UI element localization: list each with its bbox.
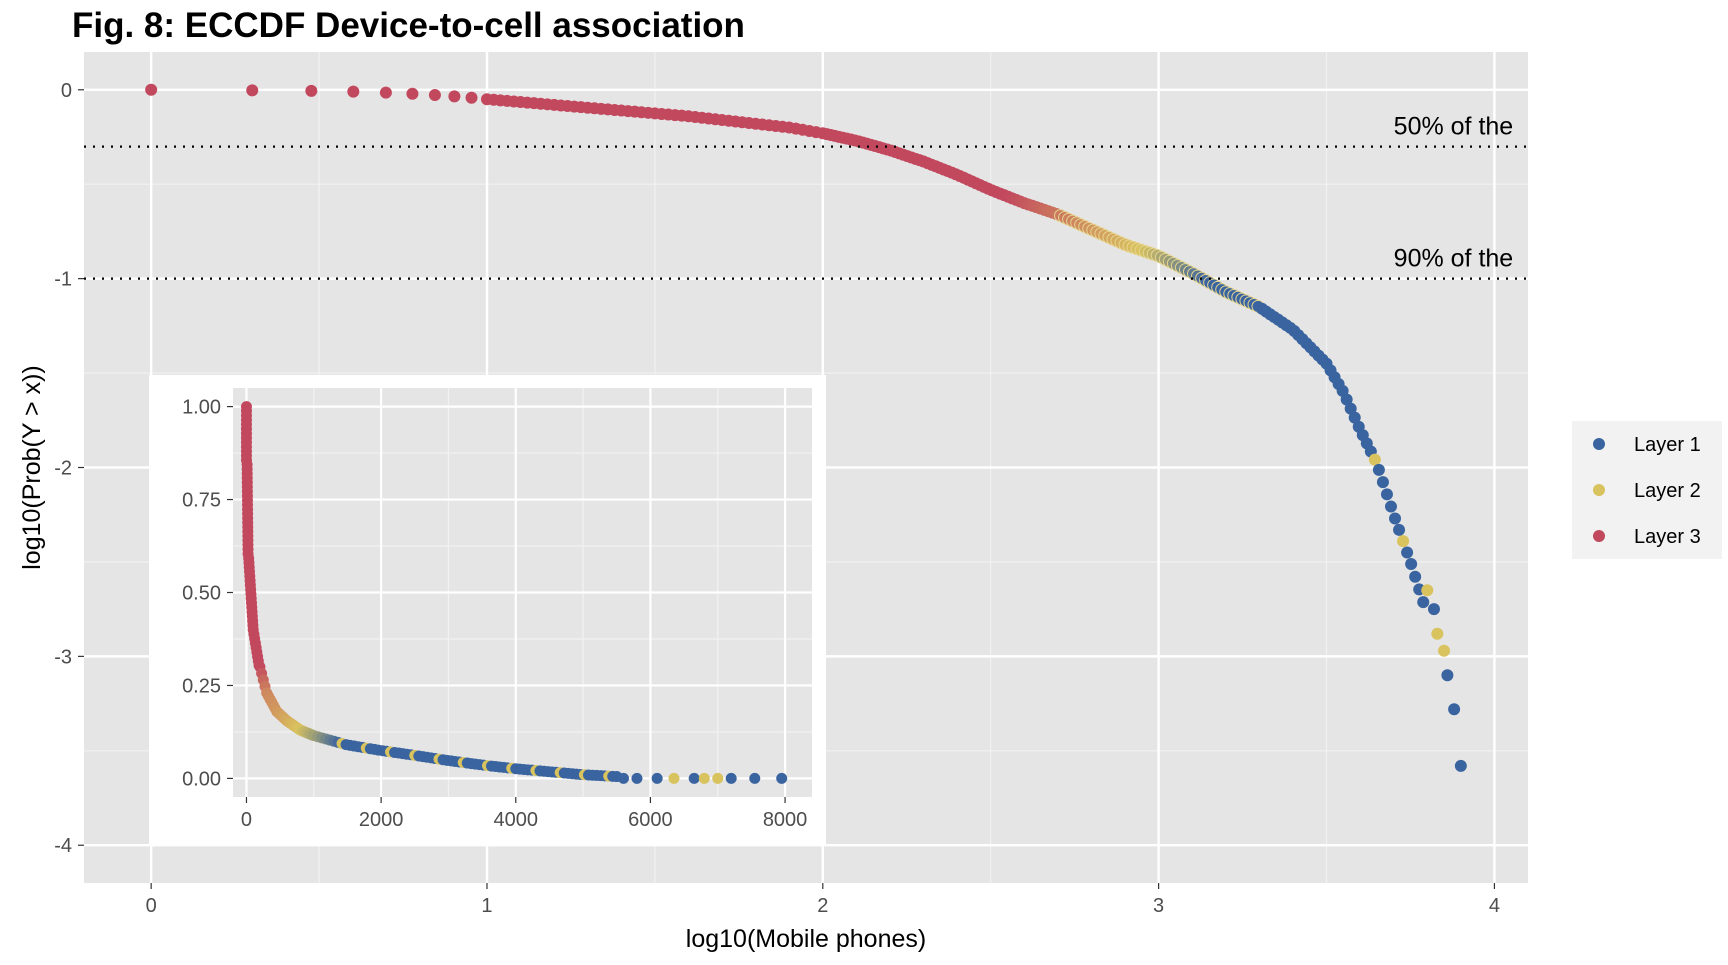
scatter-point xyxy=(1372,463,1385,476)
x-tick-label: 4 xyxy=(1489,895,1500,917)
scatter-point xyxy=(1401,546,1414,559)
inset-x-tick-label: 0 xyxy=(241,809,252,831)
reference-line-label: 50% of the xyxy=(1394,113,1514,141)
inset-scatter-points xyxy=(240,401,788,784)
inset-y-tick-label: 0.50 xyxy=(182,583,221,605)
inset-scatter-point xyxy=(688,772,700,784)
legend-label: Layer 2 xyxy=(1634,480,1701,502)
scatter-point xyxy=(379,86,392,99)
scatter-point xyxy=(305,84,318,97)
inset-scatter-point xyxy=(776,772,788,784)
inset-scatter-point xyxy=(651,772,663,784)
scatter-point xyxy=(1427,603,1440,616)
reference-lines: 50% of the 90% of the xyxy=(84,113,1528,280)
scatter-point xyxy=(1376,476,1389,489)
main-scatter-points xyxy=(145,83,1467,772)
scatter-point xyxy=(448,90,461,103)
inset-x-tick-label: 8000 xyxy=(763,809,808,831)
scatter-point xyxy=(1340,393,1353,406)
reference-line-label: 90% of the xyxy=(1394,245,1514,273)
inset-scatter-point xyxy=(712,772,724,784)
inset-x-tick-label: 4000 xyxy=(494,809,539,831)
legend-swatch xyxy=(1593,438,1605,450)
scatter-point xyxy=(465,91,478,104)
x-axis-title: log10(Mobile phones) xyxy=(686,925,926,953)
scatter-point xyxy=(1441,669,1454,682)
scatter-point xyxy=(1438,644,1451,657)
inset-scatter-point xyxy=(725,772,737,784)
chart-title: Fig. 8: ECCDF Device-to-cell association xyxy=(72,6,745,45)
scatter-point xyxy=(1393,523,1406,536)
inset-scatter-point xyxy=(631,772,643,784)
scatter-point xyxy=(1368,453,1381,466)
scatter-point xyxy=(145,83,158,96)
y-tick-label: -4 xyxy=(54,835,72,857)
scatter-point xyxy=(246,84,259,97)
scatter-point xyxy=(1421,584,1434,597)
scatter-point xyxy=(1344,402,1357,415)
scatter-point xyxy=(1397,535,1410,548)
scatter-point xyxy=(1409,570,1422,583)
x-tick-label: 0 xyxy=(146,895,157,917)
inset-scatter-point xyxy=(668,772,680,784)
legend-swatch xyxy=(1593,530,1605,542)
scatter-point xyxy=(1431,627,1444,640)
scatter-point xyxy=(1348,411,1361,424)
inset-y-tick-label: 1.00 xyxy=(182,397,221,419)
scatter-point xyxy=(347,85,360,98)
scatter-point xyxy=(1454,759,1467,772)
y-tick-label: -3 xyxy=(54,646,72,668)
inset-scatter-point xyxy=(749,772,761,784)
y-tick-label: -1 xyxy=(54,269,72,291)
y-tick-label: 0 xyxy=(61,80,72,102)
scatter-point xyxy=(1389,512,1402,525)
x-tick-label: 2 xyxy=(817,895,828,917)
scatter-point xyxy=(1405,558,1418,571)
scatter-point xyxy=(1380,488,1393,501)
inset-y-tick-label: 0.75 xyxy=(182,490,221,512)
y-axis-title: log10(Prob(Y > x)) xyxy=(18,365,46,570)
inset-x-tick-label: 2000 xyxy=(359,809,404,831)
scatter-point xyxy=(406,87,419,100)
x-tick-label: 3 xyxy=(1153,895,1164,917)
scatter-point xyxy=(1384,500,1397,513)
legend-label: Layer 3 xyxy=(1634,526,1701,548)
scatter-point xyxy=(1417,596,1430,609)
inset-scatter-point xyxy=(617,772,629,784)
x-tick-label: 1 xyxy=(481,895,492,917)
legend: Layer 1 Layer 2 Layer 3 xyxy=(1572,421,1722,559)
scatter-point xyxy=(428,89,441,102)
legend-label: Layer 1 xyxy=(1634,434,1701,456)
legend-swatch xyxy=(1593,484,1605,496)
inset-y-tick-label: 0.25 xyxy=(182,675,221,697)
scatter-point xyxy=(1448,703,1461,716)
inset-scatter-point xyxy=(698,772,710,784)
inset-plot-panel: 0 2000 4000 6000 8000 0.00 0.25 0.50 0.75 1.00 xyxy=(149,375,826,845)
inset-x-tick-label: 6000 xyxy=(628,809,673,831)
y-tick-label: -2 xyxy=(54,458,72,480)
inset-y-tick-label: 0.00 xyxy=(182,768,221,790)
